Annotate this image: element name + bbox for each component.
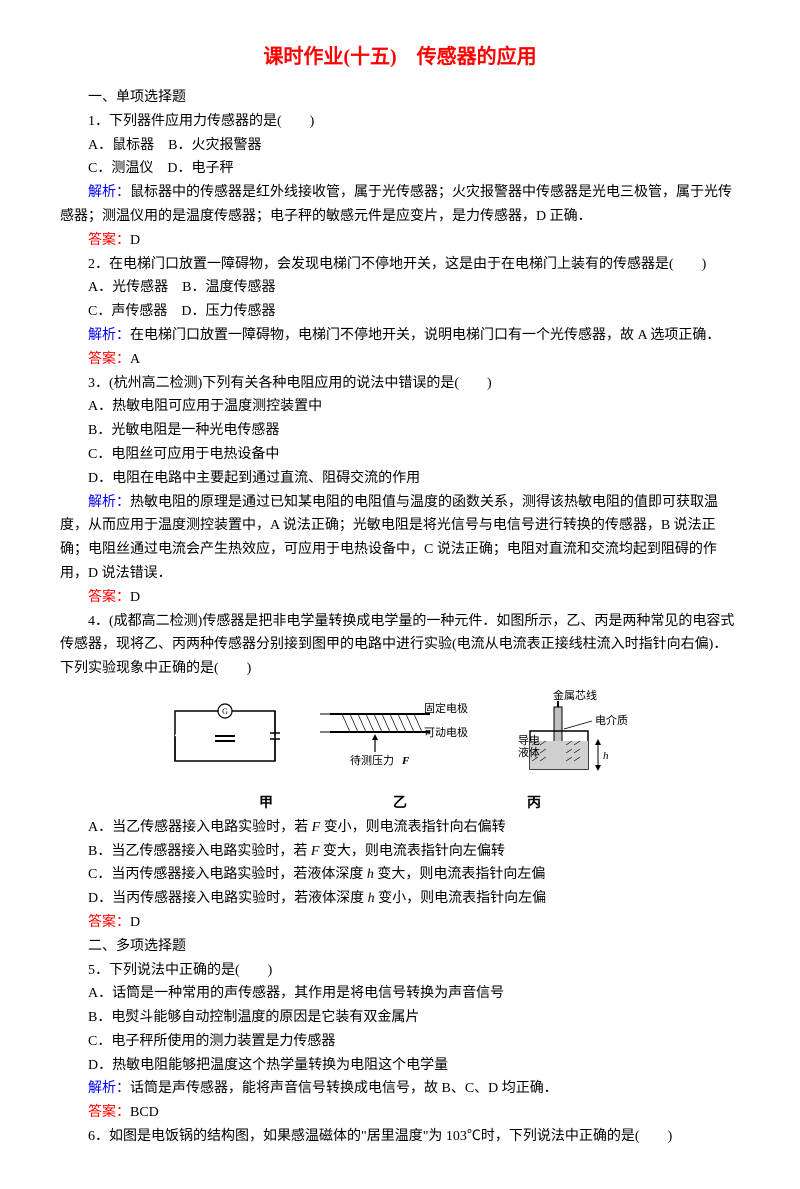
analysis-label: 解析： xyxy=(88,1081,130,1096)
q2-stem: 2．在电梯门口放置一障碍物，会发现电梯门不停地开关，这是由于在电梯门上装有的传感… xyxy=(60,253,740,277)
q2-analysis: 解析：在电梯门口放置一障碍物，电梯门不停地开关，说明电梯门口有一个光传感器，故 … xyxy=(60,324,740,348)
q5-stem: 5．下列说法中正确的是( ) xyxy=(60,959,740,983)
answer-label: 答案： xyxy=(88,352,130,367)
q2-answer-text: A xyxy=(130,352,140,367)
q2-opt-ab: A．光传感器 B．温度传感器 xyxy=(60,276,740,300)
q3-opt-c: C．电阻丝可应用于电热设备中 xyxy=(60,443,740,467)
q6-stem: 6．如图是电饭锅的结构图，如果感温磁体的"居里温度"为 103℃时，下列说法中正… xyxy=(60,1125,740,1149)
answer-label: 答案： xyxy=(88,915,130,930)
q4-opt-c: C．当丙传感器接入电路实验时，若液体深度 h 变大，则电流表指针向左偏 xyxy=(60,863,740,887)
q3-analysis: 解析：热敏电阻的原理是通过已知某电阻的电阻值与温度的函数关系，测得该热敏电阻的值… xyxy=(60,491,740,586)
fixed-electrode-label: 固定电极 xyxy=(424,701,468,715)
q4-figure: G 固定电极 可动电极 待测压力 F 金属芯线 xyxy=(60,689,740,784)
q5-opt-b: B．电熨斗能够自动控制温度的原因是它装有双金属片 xyxy=(60,1006,740,1030)
movable-electrode-label: 可动电极 xyxy=(424,725,468,739)
q5-opt-d: D．热敏电阻能够把温度这个热学量转换为电阻这个电学量 xyxy=(60,1054,740,1078)
q3-analysis-text: 热敏电阻的原理是通过已知某电阻的电阻值与温度的函数关系，测得该热敏电阻的值即可获… xyxy=(60,495,718,581)
force-label: 待测压力 xyxy=(350,753,394,767)
q4-opt-a: A．当乙传感器接入电路实验时，若 F 变小，则电流表指针向右偏转 xyxy=(60,816,740,840)
diagram-sensor-yi: 固定电极 可动电极 待测压力 F xyxy=(320,694,470,779)
fig-label-yi: 乙 xyxy=(393,792,407,816)
dielectric-label: 电介质 xyxy=(595,714,628,727)
q4-opt-d: D．当丙传感器接入电路实验时，若液体深度 h 变小，则电流表指针向左偏 xyxy=(60,887,740,911)
q2-analysis-text: 在电梯门口放置一障碍物，电梯门不停地开关，说明电梯门口有一个光传感器，故 A 选… xyxy=(130,328,720,343)
q4-answer: 答案：D xyxy=(60,911,740,935)
q3-opt-b: B．光敏电阻是一种光电传感器 xyxy=(60,419,740,443)
fig-label-bing: 丙 xyxy=(527,792,541,816)
section-1-heading: 一、单项选择题 xyxy=(60,86,740,110)
q5-opt-c: C．电子秤所使用的测力装置是力传感器 xyxy=(60,1030,740,1054)
q1-stem: 1．下列器件应用力传感器的是( ) xyxy=(60,110,740,134)
diagram-circuit-jia: G xyxy=(170,701,280,771)
q5-answer: 答案：BCD xyxy=(60,1101,740,1125)
liquid-label-2: 液体 xyxy=(518,745,540,759)
wire-label: 金属芯线 xyxy=(553,689,597,702)
answer-label: 答案： xyxy=(88,590,130,605)
page-title: 课时作业(十五) 传感器的应用 xyxy=(60,40,740,74)
q2-answer: 答案：A xyxy=(60,348,740,372)
analysis-label: 解析： xyxy=(88,185,130,200)
fig-label-jia: 甲 xyxy=(259,792,273,816)
force-var: F xyxy=(401,755,410,767)
answer-label: 答案： xyxy=(88,233,130,248)
q2-opt-cd: C．声传感器 D．压力传感器 xyxy=(60,300,740,324)
q4-stem: 4．(成都高二检测)传感器是把非电学量转换成电学量的一种元件．如图所示，乙、丙是… xyxy=(60,610,740,681)
section-2-heading: 二、多项选择题 xyxy=(60,935,740,959)
q3-answer-text: D xyxy=(130,590,140,605)
diagram-sensor-bing: 金属芯线 电介质 导电 液体 h xyxy=(510,689,630,784)
q5-answer-text: BCD xyxy=(130,1105,159,1120)
svg-text:G: G xyxy=(222,707,228,716)
q1-opt-ab: A．鼠标器 B．火灾报警器 xyxy=(60,134,740,158)
q5-analysis: 解析：话筒是声传感器，能将声音信号转换成电信号，故 B、C、D 均正确． xyxy=(60,1077,740,1101)
q1-analysis: 解析：鼠标器中的传感器是红外线接收管，属于光传感器；火灾报警器中传感器是光电三极… xyxy=(60,181,740,229)
q1-opt-cd: C．测温仪 D．电子秤 xyxy=(60,157,740,181)
liquid-label-1: 导电 xyxy=(518,734,540,747)
q4-opt-b: B．当乙传感器接入电路实验时，若 F 变大，则电流表指针向左偏转 xyxy=(60,840,740,864)
analysis-label: 解析： xyxy=(88,495,130,510)
q1-answer-text: D xyxy=(130,233,140,248)
q4-answer-text: D xyxy=(130,915,140,930)
q3-opt-a: A．热敏电阻可应用于温度测控装置中 xyxy=(60,395,740,419)
q1-answer: 答案：D xyxy=(60,229,740,253)
q1-analysis-text: 鼠标器中的传感器是红外线接收管，属于光传感器；火灾报警器中传感器是光电三极管，属… xyxy=(60,185,732,224)
q4-figure-labels: 甲 乙 丙 xyxy=(60,792,740,816)
h-label: h xyxy=(603,750,609,762)
q3-opt-d: D．电阻在电路中主要起到通过直流、阻碍交流的作用 xyxy=(60,467,740,491)
q5-opt-a: A．话筒是一种常用的声传感器，其作用是将电信号转换为声音信号 xyxy=(60,982,740,1006)
analysis-label: 解析： xyxy=(88,328,130,343)
q3-stem: 3．(杭州高二检测)下列有关各种电阻应用的说法中错误的是( ) xyxy=(60,372,740,396)
answer-label: 答案： xyxy=(88,1105,130,1120)
q5-analysis-text: 话筒是声传感器，能将声音信号转换成电信号，故 B、C、D 均正确． xyxy=(130,1081,558,1096)
q3-answer: 答案：D xyxy=(60,586,740,610)
